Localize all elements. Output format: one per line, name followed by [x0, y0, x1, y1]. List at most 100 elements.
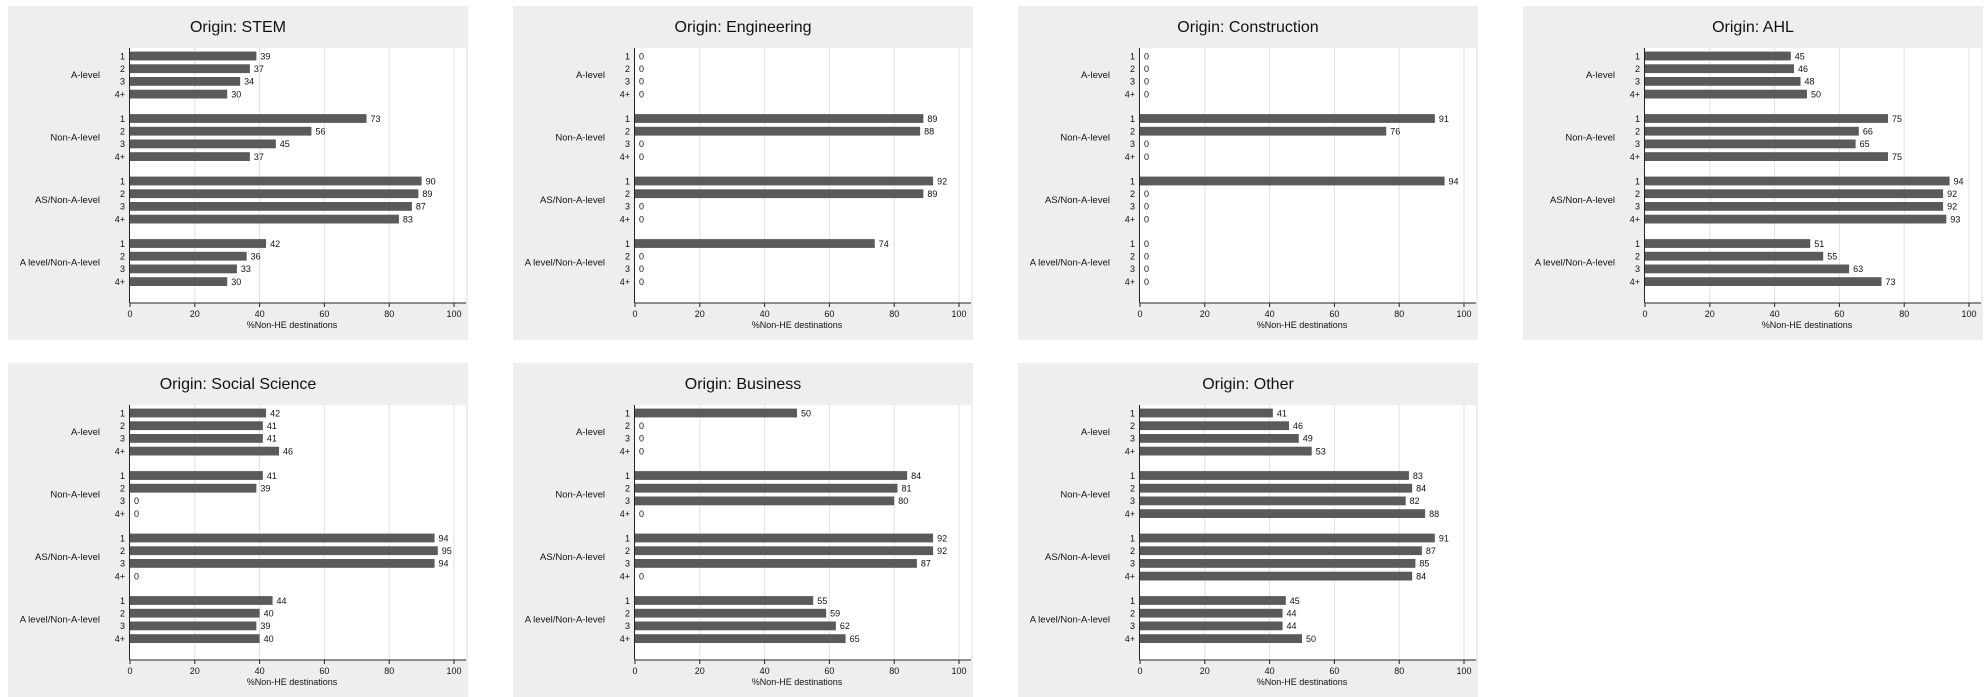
data-label: 41 — [267, 421, 277, 431]
category-label: 3 — [120, 559, 125, 569]
data-label: 90 — [426, 176, 436, 186]
category-label: 2 — [120, 609, 125, 619]
data-label: 51 — [1814, 239, 1824, 249]
data-label: 84 — [911, 471, 921, 481]
data-label: 0 — [1144, 77, 1149, 87]
bar — [635, 239, 875, 248]
x-tick-label: 40 — [760, 309, 770, 319]
data-label: 0 — [134, 509, 139, 519]
chart-panel: Origin: AHL A-level 1 45 2 46 3 48 4+ 50 Non-A-lev… — [1523, 6, 1983, 340]
category-label: 1 — [1130, 51, 1135, 61]
bar — [130, 634, 260, 643]
group-label: AS/Non-A-level — [540, 195, 605, 206]
category-label: 2 — [1130, 189, 1135, 199]
category-label: 2 — [1635, 252, 1640, 262]
data-label: 92 — [937, 546, 947, 556]
bar — [130, 277, 228, 286]
x-tick-label: 60 — [1329, 309, 1339, 319]
bar — [130, 596, 273, 605]
bar — [635, 126, 921, 136]
category-label: 1 — [1130, 176, 1135, 186]
category-label: 2 — [120, 546, 125, 556]
data-label: 91 — [1439, 533, 1449, 543]
category-label: 3 — [120, 621, 125, 631]
data-label: 0 — [134, 496, 139, 506]
bar — [1140, 496, 1406, 506]
x-tick-label: 0 — [632, 666, 637, 676]
bar — [130, 546, 438, 556]
data-label: 0 — [1144, 214, 1149, 224]
x-tick-label: 60 — [319, 309, 329, 319]
bar — [130, 139, 276, 149]
x-tick-label: 0 — [1642, 309, 1647, 319]
data-label: 45 — [1795, 51, 1805, 61]
data-label: 45 — [1290, 596, 1300, 606]
group-label: A-level — [71, 70, 100, 81]
data-label: 0 — [639, 51, 644, 61]
data-label: 73 — [371, 114, 381, 124]
category-label: 2 — [1635, 189, 1640, 199]
category-label: 3 — [1635, 202, 1640, 212]
bar — [635, 634, 846, 643]
category-label: 3 — [625, 496, 630, 506]
bar — [1140, 114, 1435, 123]
bar — [1140, 596, 1286, 605]
category-label: 3 — [1130, 496, 1135, 506]
bar — [130, 471, 263, 480]
data-label: 39 — [260, 51, 270, 61]
group-label: AS/Non-A-level — [35, 552, 100, 563]
data-label: 44 — [1287, 609, 1297, 619]
data-label: 49 — [1303, 434, 1313, 444]
group-label: AS/Non-A-level — [1045, 552, 1110, 563]
category-label: 4+ — [1125, 152, 1135, 162]
data-label: 73 — [1886, 277, 1896, 287]
data-label: 84 — [1416, 484, 1426, 494]
data-label: 36 — [251, 252, 261, 262]
data-label: 0 — [639, 571, 644, 581]
data-label: 41 — [267, 434, 277, 444]
bar — [1645, 189, 1944, 199]
bar — [1140, 608, 1283, 618]
data-label: 0 — [639, 446, 644, 456]
x-axis-label: %Non-HE destinations — [752, 320, 843, 330]
bar — [130, 483, 257, 493]
x-tick-label: 80 — [1899, 309, 1909, 319]
data-label: 50 — [1306, 634, 1316, 644]
category-label: 1 — [1635, 176, 1640, 186]
category-label: 3 — [120, 434, 125, 444]
category-label: 1 — [625, 51, 630, 61]
data-label: 0 — [1144, 51, 1149, 61]
category-label: 3 — [1130, 434, 1135, 444]
category-label: 1 — [1130, 114, 1135, 124]
group-label: Non-A-level — [1060, 133, 1110, 144]
bar — [635, 483, 898, 493]
bar — [1645, 51, 1791, 61]
data-label: 0 — [639, 277, 644, 287]
x-tick-label: 60 — [1834, 309, 1844, 319]
category-label: 1 — [1130, 408, 1135, 418]
bar — [130, 239, 267, 248]
chart-title: Origin: AHL — [1712, 19, 1794, 36]
bar — [1140, 434, 1299, 443]
x-tick-label: 40 — [255, 666, 265, 676]
chart-title: Origin: Other — [1202, 376, 1294, 393]
category-label: 3 — [1130, 621, 1135, 631]
data-label: 56 — [315, 127, 325, 137]
category-label: 1 — [120, 471, 125, 481]
data-label: 46 — [283, 446, 293, 456]
bar — [130, 64, 250, 74]
group-label: A-level — [1081, 427, 1110, 438]
x-axis-label: %Non-HE destinations — [1257, 320, 1348, 330]
group-label: A level/Non-A-level — [1535, 258, 1615, 269]
category-label: 2 — [1130, 64, 1135, 74]
x-tick-label: 100 — [1456, 309, 1471, 319]
x-tick-label: 100 — [446, 666, 461, 676]
x-tick-label: 0 — [127, 666, 132, 676]
data-label: 83 — [1413, 471, 1423, 481]
category-label: 1 — [625, 239, 630, 249]
category-label: 4+ — [115, 446, 125, 456]
data-label: 94 — [1449, 176, 1459, 186]
data-label: 44 — [1287, 621, 1297, 631]
